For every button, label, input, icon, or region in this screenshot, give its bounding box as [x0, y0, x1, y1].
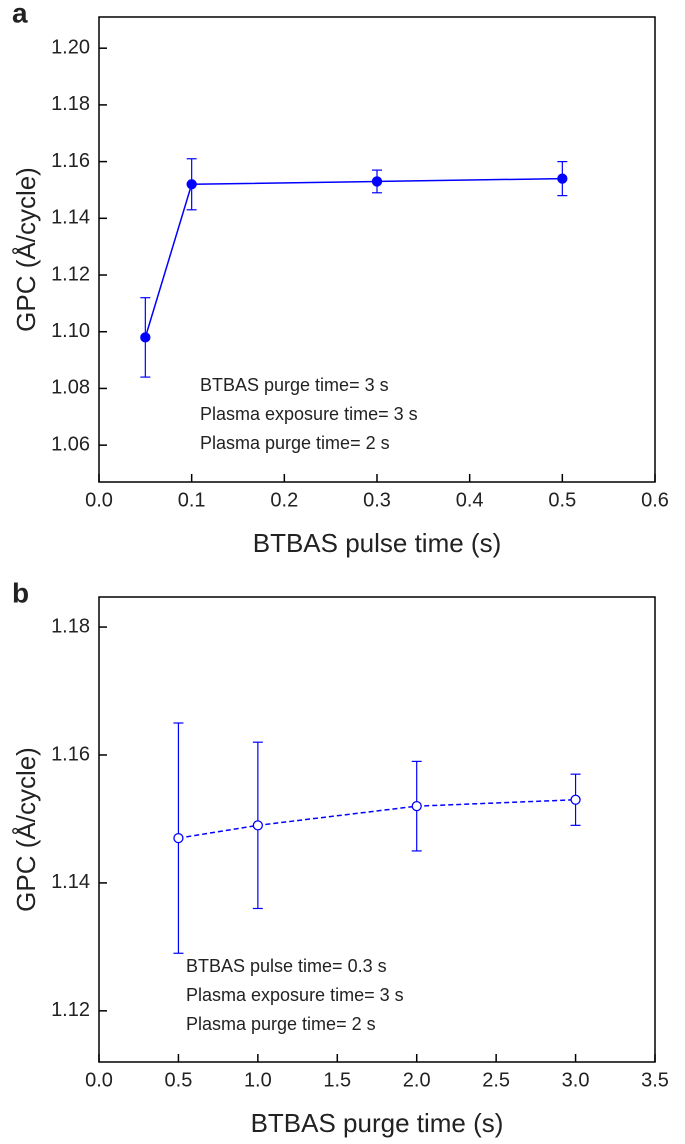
- data-point: [173, 832, 184, 844]
- y-axis-label: GPC (Å/cycle): [11, 167, 41, 332]
- x-tick-label: 0.3: [363, 489, 391, 511]
- x-tick-label: 0.5: [548, 489, 576, 511]
- x-tick-label: 2.0: [403, 1069, 431, 1091]
- x-tick-label: 3.0: [562, 1069, 590, 1091]
- x-tick-label: 3.5: [641, 1069, 669, 1091]
- series-line: [144, 177, 563, 338]
- annotation: Plasma purge time= 2 s: [200, 433, 390, 453]
- data-point: [140, 332, 151, 343]
- y-tick-label: 1.16: [51, 150, 90, 172]
- x-axis-label: BTBAS purge time (s): [251, 1108, 504, 1138]
- y-tick-label: 1.14: [51, 207, 90, 229]
- x-tick-label: 0.0: [85, 1069, 113, 1091]
- annotation: BTBAS purge time= 3 s: [200, 375, 389, 395]
- x-tick-label: 0.5: [165, 1069, 193, 1091]
- y-tick-label: 1.16: [51, 743, 90, 765]
- y-tick-label: 1.20: [51, 36, 90, 58]
- x-tick-label: 0.6: [641, 489, 669, 511]
- y-tick-label: 1.08: [51, 377, 90, 399]
- annotation: BTBAS pulse time= 0.3 s: [186, 956, 387, 976]
- x-tick-label: 0.4: [456, 489, 484, 511]
- series-line: [178, 799, 576, 839]
- y-tick-label: 1.10: [51, 320, 90, 342]
- annotation: Plasma purge time= 2 s: [186, 1014, 376, 1034]
- data-point: [411, 801, 422, 812]
- data-point: [570, 794, 581, 805]
- x-tick-label: 0.0: [85, 489, 113, 511]
- x-tick-label: 0.1: [178, 489, 206, 511]
- x-tick-label: 1.0: [244, 1069, 272, 1091]
- y-tick-label: 1.12: [51, 999, 90, 1021]
- data-point: [252, 820, 264, 831]
- annotation: Plasma exposure time= 3 s: [200, 404, 418, 424]
- panel-label: a: [12, 0, 28, 28]
- x-tick-label: 2.5: [482, 1069, 510, 1091]
- y-axis-label: GPC (Å/cycle): [11, 747, 41, 912]
- data-point: [186, 179, 197, 190]
- y-tick-label: 1.18: [51, 615, 90, 637]
- y-tick-label: 1.12: [51, 263, 90, 285]
- x-tick-label: 0.2: [270, 489, 298, 511]
- x-tick-label: 1.5: [323, 1069, 351, 1091]
- panel-label: b: [12, 577, 29, 608]
- plot-frame: [98, 596, 656, 1063]
- y-tick-label: 1.06: [51, 433, 90, 455]
- y-tick-label: 1.14: [51, 871, 90, 893]
- data-point: [557, 173, 568, 184]
- x-axis-label: BTBAS pulse time (s): [253, 528, 502, 558]
- y-tick-label: 1.18: [51, 93, 90, 115]
- annotation: Plasma exposure time= 3 s: [186, 985, 404, 1005]
- data-point: [371, 176, 383, 187]
